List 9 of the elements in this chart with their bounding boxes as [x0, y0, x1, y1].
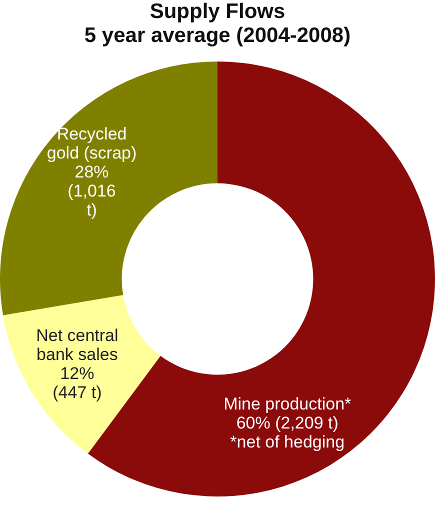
data-label: 28% (1,016 t) [68, 162, 116, 220]
slice-label: Recycled gold (scrap) [46, 124, 137, 162]
text: *net of hedging [230, 432, 345, 452]
data-label: 60% (2,209 t) [236, 413, 338, 432]
slice-label: Net central bank sales [36, 326, 118, 364]
chart-subtitle: 5 year average (2004-2008) [83, 24, 352, 48]
chart-title: Supply Flows [148, 0, 286, 24]
slice-label: Mine production* [224, 394, 352, 414]
data-label: 12% (447 t) [52, 364, 102, 402]
